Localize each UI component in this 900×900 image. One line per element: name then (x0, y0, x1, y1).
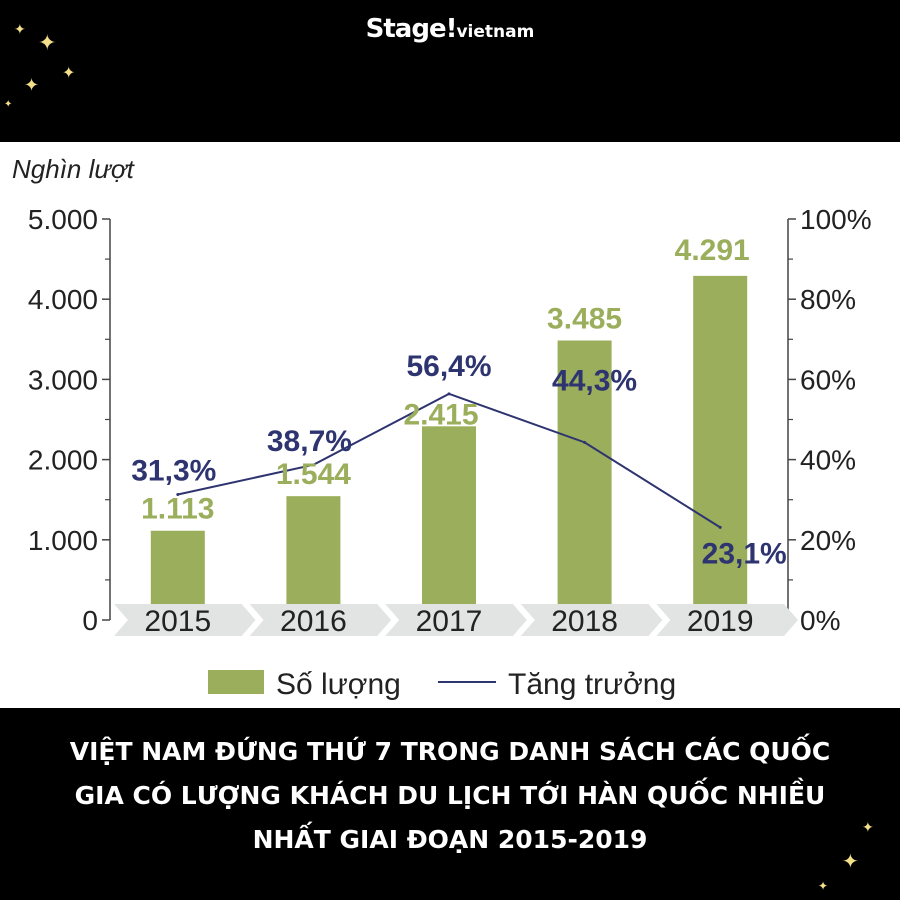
left-tick-label: 2.000 (28, 445, 98, 476)
x-tick-label: 2015 (144, 605, 211, 638)
star-icon: ✦ (38, 30, 57, 55)
headline-caption: VIỆT NAM ĐỨNG THỨ 7 TRONG DANH SÁCH CÁC … (0, 730, 900, 862)
star-icon: ✦ (4, 99, 13, 110)
brand-logo: Stage!vietnam (0, 14, 900, 44)
brand-suffix: vietnam (456, 22, 535, 42)
right-tick-label: 100% (800, 204, 872, 235)
caption-line: GIA CÓ LƯỢNG KHÁCH DU LỊCH TỚI HÀN QUỐC … (74, 781, 826, 810)
category-band (385, 604, 527, 636)
brand-name: Stage! (365, 14, 458, 44)
caption-line: NHẤT GIAI ĐOẠN 2015-2019 (252, 825, 648, 854)
right-tick-label: 80% (800, 284, 856, 315)
combo-chart: Nghìn lượt 0 1.000 2.000 3.000 4.000 5.000 0% 20… (12, 154, 872, 701)
star-icon: ✦ (14, 21, 26, 37)
category-band (114, 604, 256, 636)
growth-point (176, 492, 180, 496)
bar-value-label: 1.113 (141, 493, 214, 526)
line-value-label: 44,3% (552, 364, 637, 397)
category-band (249, 604, 392, 636)
star-icon: ✦ (62, 65, 76, 82)
bar (422, 426, 476, 604)
bar (286, 496, 341, 604)
bar-value-label: 2.415 (403, 398, 478, 431)
bar (693, 275, 748, 604)
star-icon: ✦ (24, 75, 40, 95)
left-tick-label: 5.000 (28, 204, 98, 235)
chart-panel: Nghìn lượt 0 1.000 2.000 3.000 4.000 5.000 0% 20… (0, 142, 900, 708)
growth-point (447, 392, 451, 396)
left-tick-label: 4.000 (28, 284, 98, 315)
star-icon: ✦ (842, 851, 859, 873)
left-tick-label: 0 (82, 605, 98, 636)
left-tick-label: 1.000 (28, 525, 98, 556)
caption-line: VIỆT NAM ĐỨNG THỨ 7 TRONG DANH SÁCH CÁC … (69, 737, 831, 766)
bar-value-label: 3.485 (547, 303, 622, 336)
line-value-label: 38,7% (267, 425, 352, 458)
legend-line-label: Tăng trưởng (508, 668, 676, 701)
x-tick-label: 2017 (416, 605, 483, 638)
line-value-label: 31,3% (131, 454, 216, 487)
y-axis-title: Nghìn lượt (12, 154, 136, 184)
bar (150, 530, 205, 604)
legend-bar-label: Số lượng (276, 668, 401, 701)
x-tick-label: 2016 (280, 605, 347, 638)
bar-value-label: 4.291 (675, 234, 750, 267)
growth-point (583, 440, 587, 444)
line-value-label: 56,4% (406, 350, 491, 383)
legend-bar-swatch (208, 670, 264, 694)
category-band (656, 604, 798, 636)
right-tick-label: 20% (800, 525, 856, 556)
left-tick-label: 3.000 (28, 364, 98, 395)
right-tick-label: 40% (800, 445, 856, 476)
growth-point (718, 525, 722, 529)
category-band (520, 604, 663, 636)
line-value-label: 23,1% (702, 537, 787, 570)
right-tick-label: 0% (800, 605, 840, 636)
growth-point (311, 463, 315, 467)
x-tick-label: 2019 (687, 605, 754, 638)
right-tick-label: 60% (800, 364, 856, 395)
bar-value-label: 1.544 (276, 458, 351, 491)
bar (557, 340, 612, 604)
star-icon: ✦ (818, 879, 829, 893)
star-icon: ✦ (862, 819, 874, 835)
x-tick-label: 2018 (551, 605, 618, 638)
